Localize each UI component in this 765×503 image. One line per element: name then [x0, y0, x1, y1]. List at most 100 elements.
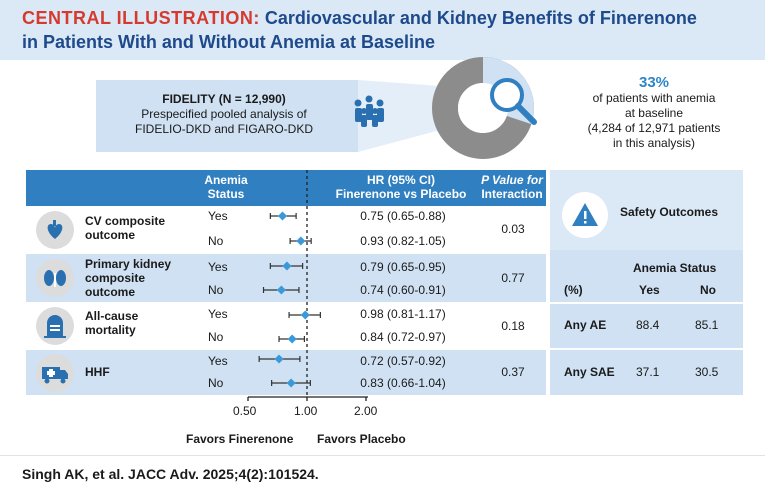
header-hr-line2: Finerenone vs Placebo — [335, 187, 467, 201]
hr-text: 0.72 (0.57-0.92) — [360, 354, 446, 368]
ambulance-icon — [36, 354, 74, 392]
stat-line3: (4,284 of 12,971 patients — [587, 121, 721, 135]
status-yes: Yes — [208, 260, 228, 274]
safety-col-no: No — [700, 283, 716, 297]
safety-divider — [550, 302, 743, 304]
label-line: outcome — [85, 228, 136, 242]
axis-tick-label: 2.00 — [354, 404, 378, 418]
hr-point — [287, 334, 297, 344]
safety-row-no: 85.1 — [695, 318, 719, 332]
outcome-row-mortality: All-cause mortality Yes No 0.98 (0.81-1.… — [26, 302, 546, 350]
fidelity-text: FIDELITY (N = 12,990) Prespecified poole… — [104, 92, 344, 137]
title-main: Cardiovascular and Kidney Benefits of Fi… — [264, 8, 697, 28]
warning-icon-circle — [562, 192, 608, 238]
outcome-label-kidney: Primary kidney composite outcome — [85, 257, 171, 299]
safety-row-yes: 88.4 — [636, 318, 660, 332]
header-p-value: P Value for Interaction — [476, 173, 548, 201]
outcome-label-cv: CV composite outcome — [85, 214, 165, 242]
connector-wedge — [358, 80, 440, 152]
safety-divider — [550, 348, 743, 350]
label-line: All-cause — [85, 309, 139, 323]
axis-tick-label: 0.50 — [233, 404, 257, 418]
hr-point — [296, 236, 306, 246]
safety-panel: Safety Outcomes Anemia Status (%) Yes No… — [550, 170, 743, 395]
hr-text: 0.74 (0.60-0.91) — [360, 283, 446, 297]
status-yes: Yes — [208, 307, 228, 321]
tombstone-icon — [36, 307, 74, 345]
hr-text: 0.93 (0.82-1.05) — [360, 234, 446, 248]
outcome-label-mortality: All-cause mortality — [85, 309, 138, 337]
label-line: Primary kidney — [85, 257, 172, 271]
hr-point — [276, 285, 286, 295]
hr-text: 0.98 (0.81-1.17) — [360, 307, 446, 321]
p-value: 0.37 — [501, 365, 525, 379]
magnifier-icon — [490, 78, 537, 125]
title-line-2: in Patients With and Without Anemia at B… — [22, 32, 436, 52]
safety-title: Safety Outcomes — [620, 205, 719, 219]
safety-row-label: Any AE — [564, 318, 607, 332]
p-value: 0.77 — [501, 271, 525, 285]
p-value: 0.18 — [501, 319, 525, 333]
kidney-icon — [36, 259, 74, 297]
status-yes: Yes — [208, 209, 228, 223]
favors-placebo: Favors Placebo — [317, 432, 406, 446]
label-line: CV composite — [85, 214, 166, 228]
stat-line1: of patients with anemia — [592, 91, 716, 105]
title-line-1: CENTRAL ILLUSTRATION: Cardiovascular and… — [22, 8, 697, 29]
people-group-icon — [354, 95, 384, 127]
safety-row-yes: 37.1 — [636, 365, 660, 379]
hr-text: 0.83 (0.66-1.04) — [360, 376, 446, 390]
header-anemia-line2: Status — [207, 187, 245, 201]
hr-text: 0.75 (0.65-0.88) — [360, 209, 446, 223]
safety-pct-label: (%) — [564, 283, 583, 297]
header-hr: HR (95% CI) Finerenone vs Placebo — [316, 173, 486, 201]
fidelity-line2: Prespecified pooled analysis of — [141, 107, 307, 121]
fidelity-box: FIDELITY (N = 12,990) Prespecified poole… — [96, 80, 358, 152]
hr-point — [277, 211, 288, 221]
header-hr-line1: HR (95% CI) — [366, 173, 435, 187]
stat-line4: in this analysis) — [612, 136, 696, 150]
fidelity-name: FIDELITY (N = 12,990) — [162, 92, 286, 106]
safety-anemia-status-label: Anemia Status — [633, 261, 717, 275]
outcome-row-kidney: Primary kidney composite outcome Yes No … — [26, 254, 546, 302]
header-p-line1: P Value for — [476, 173, 548, 187]
header-anemia-status: Anemia Status — [186, 173, 266, 201]
forest-marks — [258, 211, 321, 388]
p-value: 0.03 — [501, 222, 525, 236]
outcome-row-cv: CV composite outcome Yes No 0.75 (0.65-0… — [26, 206, 546, 254]
status-no: No — [208, 376, 224, 390]
hr-text: 0.79 (0.65-0.95) — [360, 260, 446, 274]
status-no: No — [208, 234, 224, 248]
anemia-percent: 33% — [638, 74, 670, 91]
favors-finerenone: Favors Finerenone — [186, 432, 294, 446]
hr-point — [286, 378, 296, 388]
safety-header: Safety Outcomes — [550, 170, 743, 250]
axis-ticks — [247, 397, 367, 401]
hr-point — [300, 310, 310, 320]
safety-row-label: Any SAE — [564, 365, 615, 379]
label-line: HHF — [85, 365, 110, 379]
anemia-stat: 33% of patients with anemia at baseline … — [566, 74, 742, 151]
table-header: Anemia Status HR (95% CI) Finerenone vs … — [26, 170, 546, 206]
hr-point — [274, 354, 284, 364]
header-p-text: P Value for — [481, 173, 543, 187]
warning-icon — [572, 203, 598, 226]
citation: Singh AK, et al. JACC Adv. 2025;4(2):101… — [22, 466, 319, 482]
header-anemia-line1: Anemia — [204, 173, 248, 187]
stat-line2: at baseline — [624, 106, 684, 120]
title-bar: CENTRAL ILLUSTRATION: Cardiovascular and… — [0, 0, 765, 60]
safety-col-yes: Yes — [639, 283, 660, 297]
title-lead: CENTRAL ILLUSTRATION: — [22, 8, 260, 28]
label-line: composite — [85, 271, 146, 285]
status-yes: Yes — [208, 354, 228, 368]
outcome-row-hhf: HHF Yes No 0.72 (0.57-0.92) 0.83 (0.66-1… — [26, 350, 546, 395]
bottom-rule — [0, 455, 765, 456]
fidelity-line3: FIDELIO-DKD and FIGARO-DKD — [134, 122, 314, 136]
label-line: mortality — [85, 323, 136, 337]
hr-text: 0.84 (0.72-0.97) — [360, 330, 446, 344]
label-line: outcome — [85, 285, 136, 299]
axis-tick-label: 1.00 — [294, 404, 318, 418]
outcome-label-hhf: HHF — [85, 365, 110, 379]
heart-icon — [36, 211, 74, 249]
